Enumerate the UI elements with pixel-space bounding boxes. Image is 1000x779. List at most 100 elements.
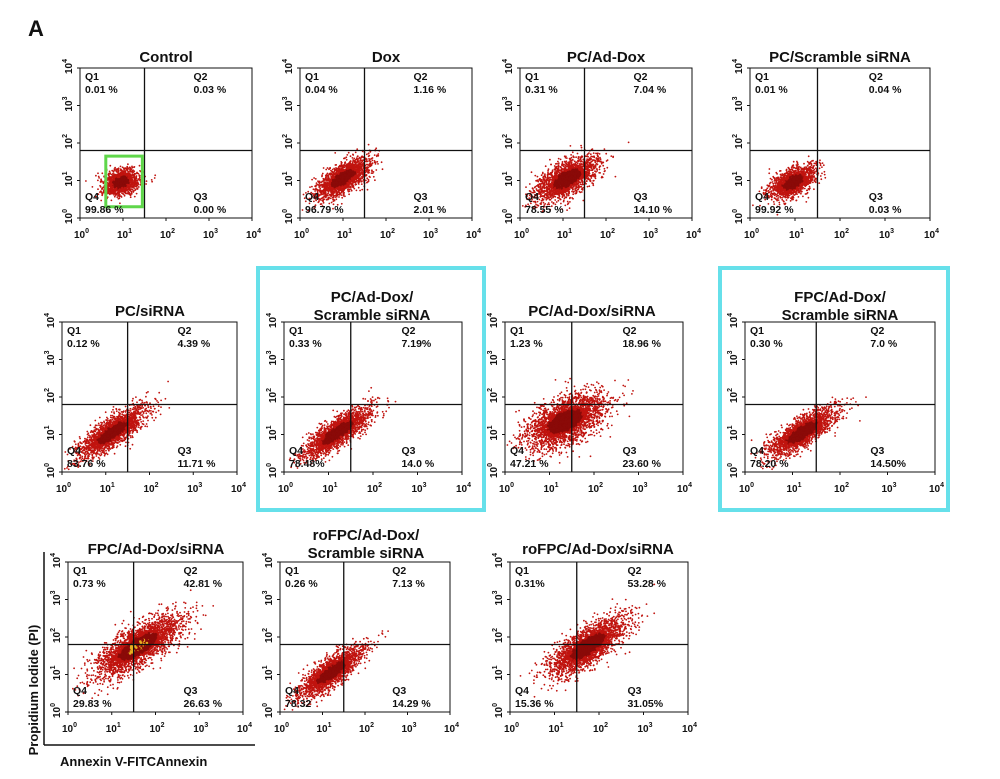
q3-label: Q3 (194, 191, 208, 203)
x-tick-label: 100 (62, 722, 77, 735)
q3-value: 23.60 % (622, 458, 661, 470)
q4-value: 47.21 % (510, 458, 549, 470)
q2-value: 1.16 % (414, 84, 447, 96)
y-tick-label: 102 (50, 628, 63, 643)
event-dots (519, 583, 656, 698)
q2-label: Q2 (634, 71, 648, 83)
flow-plot-6: PC/Ad-Dox/Scramble siRNA Q10.33 % Q27.19% Q… (256, 266, 486, 512)
q4-label: Q4 (289, 445, 303, 457)
flow-plot-10: roFPC/Ad-Dox/Scramble siRNA Q10.26 % Q27.1… (262, 527, 459, 735)
event-dots (301, 143, 384, 212)
q4-label: Q4 (510, 445, 524, 457)
q1-value: 1.23 % (510, 338, 543, 350)
y-tick-label: 103 (62, 96, 75, 111)
x-tick-label: 101 (789, 228, 804, 241)
q1-value: 0.33 % (289, 338, 322, 350)
event-dots (750, 396, 867, 471)
q3-label: Q3 (414, 191, 428, 203)
q2-label: Q2 (392, 565, 406, 577)
y-tick-label: 102 (44, 388, 57, 403)
q2-value: 7.13 % (392, 578, 425, 590)
q1-value: 0.31 % (525, 84, 558, 96)
y-tick-label: 104 (62, 59, 75, 74)
x-tick-label: 102 (588, 482, 603, 495)
q4-value: 78.48% (289, 458, 325, 470)
x-tick-label: 104 (237, 722, 252, 735)
q1-label: Q1 (289, 325, 303, 337)
q1-value: 0.73 % (73, 578, 106, 590)
q4-value: 99.92 % (755, 204, 794, 216)
x-tick-label: 101 (106, 722, 121, 735)
q3-label: Q3 (870, 445, 884, 457)
q2-label: Q2 (870, 325, 884, 337)
x-tick-label: 102 (160, 228, 175, 241)
q3-value: 14.10 % (634, 204, 673, 216)
y-tick-label: 104 (727, 313, 740, 328)
x-tick-label: 103 (638, 722, 653, 735)
x-tick-label: 100 (504, 722, 519, 735)
x-tick-label: 101 (117, 228, 132, 241)
y-tick-label: 102 (502, 134, 515, 149)
y-tick-label: 100 (44, 463, 57, 478)
q3-label: Q3 (392, 685, 406, 697)
x-tick-label: 104 (924, 228, 939, 241)
q4-label: Q4 (750, 445, 764, 457)
y-tick-label: 103 (492, 590, 505, 605)
y-tick-label: 101 (487, 425, 500, 440)
y-tick-label: 103 (266, 350, 279, 365)
q3-label: Q3 (634, 191, 648, 203)
y-tick-label: 104 (487, 313, 500, 328)
highlight-gate-box (104, 154, 144, 209)
y-tick-label: 100 (62, 209, 75, 224)
y-tick-label: 101 (50, 665, 63, 680)
q3-value: 11.71 % (178, 458, 217, 470)
y-tick-label: 102 (492, 628, 505, 643)
q2-label: Q2 (627, 565, 641, 577)
q4-value: 78.32 (285, 698, 311, 710)
q1-label: Q1 (750, 325, 764, 337)
y-tick-label: 103 (487, 350, 500, 365)
q2-label: Q2 (414, 71, 428, 83)
plot-title: PC/Ad-Dox/ (331, 289, 414, 306)
y-tick-label: 101 (282, 171, 295, 186)
x-tick-label: 103 (879, 228, 894, 241)
plot-title: Control (139, 49, 192, 66)
plot-title: PC/Scramble siRNA (769, 49, 911, 66)
y-tick-label: 104 (50, 553, 63, 568)
x-tick-label: 102 (150, 722, 165, 735)
x-tick-label: 103 (412, 482, 427, 495)
x-tick-label: 100 (739, 482, 754, 495)
y-tick-label: 101 (502, 171, 515, 186)
plot-title-line2: Scramble siRNA (314, 307, 431, 324)
plot-title: roFPC/Ad-Dox/siRNA (522, 541, 674, 558)
y-tick-label: 101 (732, 171, 745, 186)
q1-label: Q1 (510, 325, 524, 337)
y-tick-label: 104 (44, 313, 57, 328)
x-axis-label: Annexin V-FITCAnnexin (60, 754, 207, 769)
x-tick-label: 103 (187, 482, 202, 495)
q4-label: Q4 (285, 685, 299, 697)
event-dots (506, 377, 634, 464)
q4-value: 83.76 % (67, 458, 106, 470)
q1-label: Q1 (285, 565, 299, 577)
event-dots (85, 163, 157, 205)
q2-value: 18.96 % (622, 338, 661, 350)
x-tick-label: 101 (337, 228, 352, 241)
q3-label: Q3 (869, 191, 883, 203)
y-tick-label: 100 (282, 209, 295, 224)
q4-value: 78.55 % (525, 204, 564, 216)
q1-value: 0.12 % (67, 338, 100, 350)
x-tick-label: 103 (643, 228, 658, 241)
q4-label: Q4 (67, 445, 81, 457)
q2-label: Q2 (178, 325, 192, 337)
q1-value: 0.01 % (755, 84, 788, 96)
q2-value: 0.03 % (194, 84, 227, 96)
q4-value: 78.20 % (750, 458, 789, 470)
q4-value: 29.83 % (73, 698, 112, 710)
y-tick-label: 103 (502, 96, 515, 111)
flow-plot-8: FPC/Ad-Dox/Scramble siRNA Q10.30 % Q27.0 %… (718, 266, 950, 512)
